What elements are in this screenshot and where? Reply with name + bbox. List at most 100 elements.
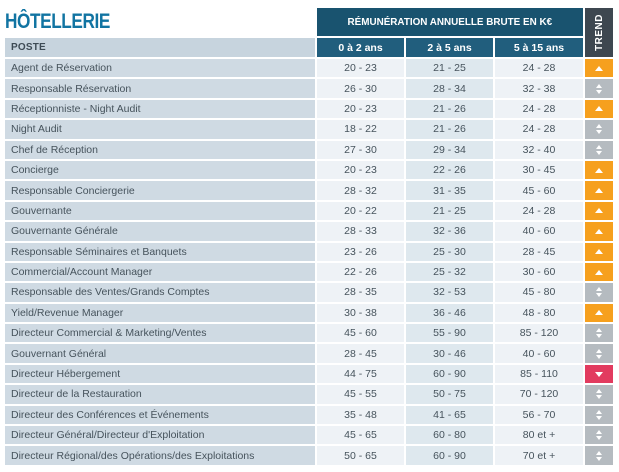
salary-0-2-cell: 44 - 75: [317, 364, 404, 384]
salary-2-5-cell: 36 - 46: [406, 303, 493, 323]
salary-5-15-cell: 70 et +: [495, 446, 583, 465]
trend-stable-down-icon: [596, 395, 602, 400]
trend-up-icon: [595, 65, 603, 71]
remuneration-group-header: RÉMUNÉRATION ANNUELLE BRUTE EN K€: [317, 8, 583, 36]
salary-0-2-cell: 30 - 38: [317, 303, 404, 323]
trend-cell: [585, 324, 613, 343]
salary-5-15-cell: 85 - 110: [495, 364, 583, 384]
salary-0-2-cell: 28 - 33: [317, 222, 404, 241]
trend-cell: [585, 99, 613, 119]
trend-stable-down-icon: [596, 334, 602, 339]
salary-5-15-cell: 40 - 60: [495, 222, 583, 241]
salary-0-2-cell: 20 - 22: [317, 201, 404, 221]
poste-cell: Gouvernant Général: [5, 344, 315, 363]
trend-up-icon: [595, 167, 603, 173]
salary-2-5-cell: 21 - 26: [406, 120, 493, 139]
column-header-0-2-ans: 0 à 2 ans: [317, 38, 404, 57]
salary-0-2-cell: 35 - 48: [317, 405, 404, 425]
trend-stable-down-icon: [596, 150, 602, 155]
salary-5-15-cell: 32 - 38: [495, 79, 583, 98]
poste-cell: Yield/Revenue Manager: [5, 303, 315, 323]
poste-cell: Responsable Conciergerie: [5, 181, 315, 200]
trend-stable-up-icon: [596, 348, 602, 353]
salary-0-2-cell: 20 - 23: [317, 59, 404, 78]
trend-cell: [585, 385, 613, 404]
salary-0-2-cell: 20 - 23: [317, 160, 404, 180]
trend-cell: [585, 242, 613, 261]
salary-0-2-cell: 28 - 45: [317, 344, 404, 363]
salary-5-15-cell: 30 - 60: [495, 262, 583, 282]
trend-stable-up-icon: [596, 124, 602, 129]
salary-0-2-cell: 45 - 65: [317, 426, 404, 445]
poste-cell: Directeur Hébergement: [5, 364, 315, 384]
salary-5-15-cell: 45 - 60: [495, 181, 583, 200]
salary-5-15-cell: 30 - 45: [495, 160, 583, 180]
poste-cell: Concierge: [5, 160, 315, 180]
poste-cell: Gouvernante: [5, 201, 315, 221]
trend-stable-down-icon: [596, 415, 602, 420]
trend-cell: [585, 364, 613, 384]
salary-5-15-cell: 80 et +: [495, 426, 583, 445]
trend-cell: [585, 120, 613, 139]
trend-up-icon: [595, 208, 603, 214]
salary-0-2-cell: 20 - 23: [317, 99, 404, 119]
salary-5-15-cell: 24 - 28: [495, 120, 583, 139]
salary-0-2-cell: 28 - 35: [317, 283, 404, 302]
column-header-5-15-ans: 5 à 15 ans: [495, 38, 583, 57]
salary-2-5-cell: 32 - 36: [406, 222, 493, 241]
salary-0-2-cell: 22 - 26: [317, 262, 404, 282]
salary-2-5-cell: 29 - 34: [406, 140, 493, 159]
salary-2-5-cell: 21 - 26: [406, 99, 493, 119]
salary-5-15-cell: 45 - 80: [495, 283, 583, 302]
trend-stable-down-icon: [596, 293, 602, 298]
poste-cell: Agent de Réservation: [5, 59, 315, 78]
salary-2-5-cell: 25 - 32: [406, 262, 493, 282]
trend-stable-down-icon: [596, 89, 602, 94]
page-title-text: HÔTELLERIE: [5, 10, 110, 33]
trend-down-icon: [595, 371, 603, 377]
trend-cell: [585, 344, 613, 363]
salary-2-5-cell: 32 - 53: [406, 283, 493, 302]
trend-stable-up-icon: [596, 430, 602, 435]
trend-stable-up-icon: [596, 389, 602, 394]
trend-up-icon: [595, 249, 603, 255]
trend-cell: [585, 201, 613, 221]
trend-cell: [585, 140, 613, 159]
salary-5-15-cell: 32 - 40: [495, 140, 583, 159]
salary-2-5-cell: 41 - 65: [406, 405, 493, 425]
salary-5-15-cell: 24 - 28: [495, 59, 583, 78]
trend-column-header: TREND: [585, 8, 613, 57]
column-header-2-5-ans: 2 à 5 ans: [406, 38, 493, 57]
poste-cell: Directeur Régional/des Opérations/des Ex…: [5, 446, 315, 465]
poste-cell: Directeur Général/Directeur d'Exploitati…: [5, 426, 315, 445]
salary-5-15-cell: 24 - 28: [495, 201, 583, 221]
salary-5-15-cell: 40 - 60: [495, 344, 583, 363]
salary-0-2-cell: 23 - 26: [317, 242, 404, 261]
trend-stable-up-icon: [596, 450, 602, 455]
trend-cell: [585, 59, 613, 78]
salary-0-2-cell: 26 - 30: [317, 79, 404, 98]
trend-stable-up-icon: [596, 409, 602, 414]
trend-cell: [585, 222, 613, 241]
trend-up-icon: [595, 228, 603, 234]
trend-stable-down-icon: [596, 354, 602, 359]
trend-cell: [585, 446, 613, 465]
salary-5-15-cell: 28 - 45: [495, 242, 583, 261]
trend-stable-down-icon: [596, 456, 602, 461]
salary-5-15-cell: 70 - 120: [495, 385, 583, 404]
trend-up-icon: [595, 310, 603, 316]
poste-cell: Directeur Commercial & Marketing/Ventes: [5, 324, 315, 343]
trend-cell: [585, 181, 613, 200]
trend-stable-up-icon: [596, 144, 602, 149]
trend-cell: [585, 160, 613, 180]
table-header: HÔTELLERIE RÉMUNÉRATION ANNUELLE BRUTE E…: [5, 8, 619, 57]
poste-cell: Réceptionniste - Night Audit: [5, 99, 315, 119]
table-body: Agent de Réservation 20 - 23 21 - 25 24 …: [5, 59, 619, 465]
salary-0-2-cell: 50 - 65: [317, 446, 404, 465]
salary-0-2-cell: 45 - 60: [317, 324, 404, 343]
poste-cell: Responsable Réservation: [5, 79, 315, 98]
trend-stable-up-icon: [596, 328, 602, 333]
trend-cell: [585, 283, 613, 302]
trend-up-icon: [595, 188, 603, 194]
